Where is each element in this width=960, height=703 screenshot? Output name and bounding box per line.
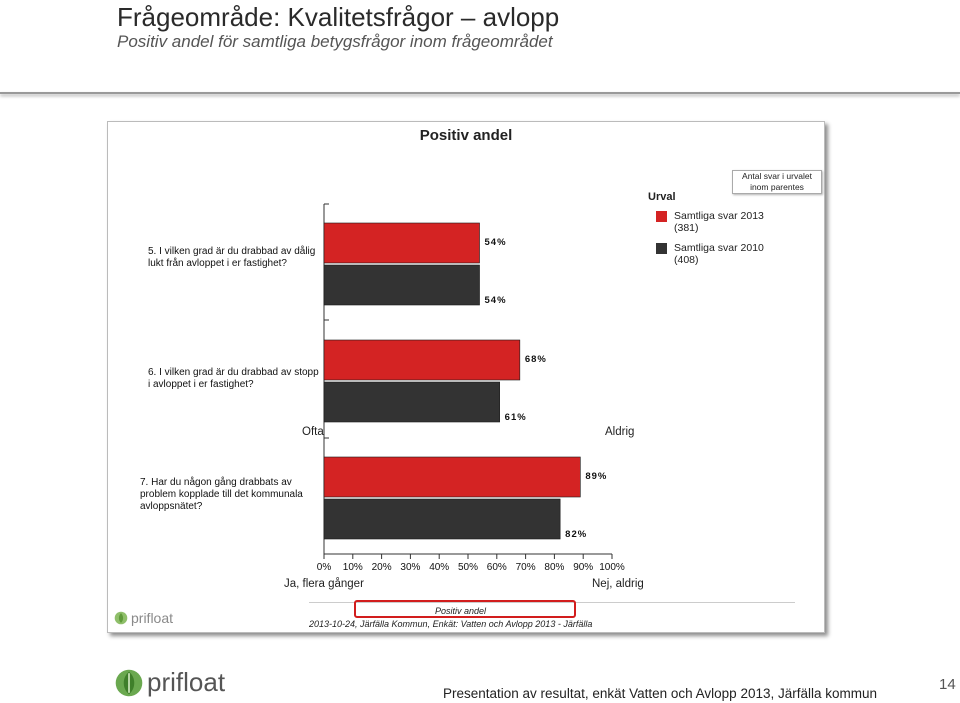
question-label-5: 5. I vilken grad är du drabbad av dålig … xyxy=(148,246,316,269)
footer-highlight xyxy=(354,600,576,618)
x-tick-label: 70% xyxy=(516,562,536,573)
x-tick-label: 40% xyxy=(429,562,449,573)
chart-title: Positiv andel xyxy=(419,127,513,144)
question-label-6: 6. I vilken grad är du drabbad av stopp … xyxy=(148,367,319,390)
legend-title: Urval xyxy=(648,191,676,203)
x-tick-label: 50% xyxy=(458,562,478,573)
bar-2013-q5 xyxy=(323,222,480,264)
slide-subtitle: Positiv andel för samtliga betygsfrågor … xyxy=(117,32,553,51)
x-tick-label: 0% xyxy=(317,562,332,573)
sample-size-note: Antal svar i urvalet inom parentes xyxy=(732,170,822,194)
bar-chart: 0% 10% 20% 30% 40% 50% 60% 70% 80% 90% 100% 54% 54% 6… xyxy=(317,203,625,573)
bar-2013-q7 xyxy=(323,456,581,498)
footer-divider xyxy=(309,602,795,603)
label-nej-aldrig: Nej, aldrig xyxy=(592,578,644,590)
bar-2013-q6 xyxy=(323,339,521,381)
x-tick-label: 80% xyxy=(544,562,564,573)
company-logo: prifloat xyxy=(115,667,225,698)
label-aldrig: Aldrig xyxy=(605,426,635,438)
bar-2010-q7 xyxy=(323,498,561,540)
legend-item-2013: Samtliga svar 2013 (381) xyxy=(656,210,784,234)
bar-2010-q6 xyxy=(323,381,500,423)
x-tick-label: 20% xyxy=(372,562,392,573)
company-logo-text: prifloat xyxy=(147,667,226,697)
value-label-2013-q7: 89% xyxy=(585,471,607,482)
value-label-2013-q6: 68% xyxy=(525,354,547,365)
x-tick-label: 60% xyxy=(487,562,507,573)
header-divider xyxy=(0,92,960,94)
x-tick-label: 10% xyxy=(343,562,363,573)
legend-label-2013: Samtliga svar 2013 (381) xyxy=(674,210,764,234)
report-logo-text: prifloat xyxy=(131,610,174,626)
value-label-2010-q7: 82% xyxy=(565,529,587,540)
bar-2010-q5 xyxy=(323,264,480,306)
slide-caption: Presentation av resultat, enkät Vatten o… xyxy=(443,686,878,701)
label-ofta: Ofta xyxy=(302,426,324,438)
report-image: Positiv andel Antal svar i urvalet inom … xyxy=(107,121,825,633)
x-tick-label: 90% xyxy=(573,562,593,573)
legend-swatch-red xyxy=(656,211,667,222)
value-label-2010-q5: 54% xyxy=(485,295,507,306)
x-tick-label: 100% xyxy=(599,562,625,573)
leaf-icon xyxy=(115,669,143,696)
legend-item-2010: Samtliga svar 2010 (408) xyxy=(656,242,784,266)
leaf-icon xyxy=(114,611,128,625)
legend-swatch-dark xyxy=(656,243,667,254)
slide-title: Frågeområde: Kvalitetsfrågor – avlopp xyxy=(117,2,560,32)
value-label-2013-q5: 54% xyxy=(485,237,507,248)
legend-label-2010: Samtliga svar 2010 (408) xyxy=(674,242,764,266)
label-ja-flera-ganger: Ja, flera gånger xyxy=(284,578,364,590)
footer-info: 2013-10-24, Järfälla Kommun, Enkät: Vatt… xyxy=(309,619,593,629)
x-tick-label: 30% xyxy=(400,562,420,573)
page-number: 14 xyxy=(939,676,956,693)
value-label-2010-q6: 61% xyxy=(505,412,527,423)
report-logo: prifloat xyxy=(114,610,173,626)
footer-label: Positiv andel xyxy=(435,606,487,616)
question-label-7: 7. Har du någon gång drabbats av problem… xyxy=(140,477,303,512)
